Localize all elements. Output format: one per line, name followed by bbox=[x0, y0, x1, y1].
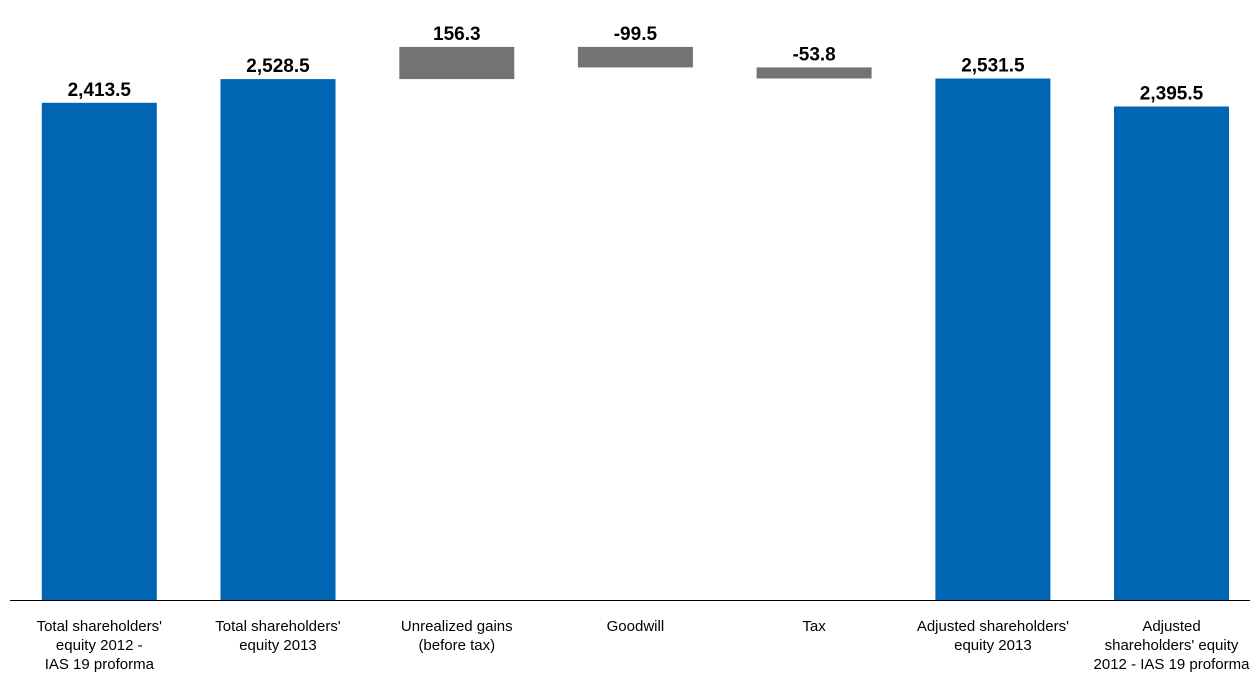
bars-group bbox=[41, 46, 1229, 601]
bar-5 bbox=[756, 67, 872, 79]
value-label-4: -99.5 bbox=[614, 24, 658, 45]
value-label-5: -53.8 bbox=[792, 44, 835, 65]
category-label-1: Total shareholders' equity 2012 -IAS 19 p… bbox=[37, 618, 163, 673]
category-label-7: Adjusted shareholders' equity 2012 - IAS 1… bbox=[1094, 618, 1251, 673]
bar-7 bbox=[1114, 106, 1229, 600]
bar-2 bbox=[220, 79, 336, 601]
bar-4 bbox=[577, 46, 693, 68]
value-labels-group: 2,413.5 2,528.5 156.3 -99.5 -53.8 2,531.5 2,39… bbox=[68, 24, 1204, 105]
category-label-3: Unrealized gains (before tax) bbox=[401, 618, 513, 654]
category-label-4: Goodwill bbox=[607, 618, 665, 635]
bar-6 bbox=[935, 78, 1051, 600]
bar-3 bbox=[399, 46, 515, 80]
value-label-1: 2,413.5 bbox=[68, 80, 132, 101]
category-label-6: Adjusted shareholders' equity 2013 bbox=[917, 618, 1069, 654]
category-labels-group: Total shareholders' equity 2012 -IAS 19 p… bbox=[37, 618, 1251, 673]
value-label-6: 2,531.5 bbox=[961, 56, 1025, 77]
value-label-3: 156.3 bbox=[433, 24, 481, 45]
category-label-5: Tax bbox=[802, 618, 826, 635]
value-label-2: 2,528.5 bbox=[246, 56, 310, 77]
category-label-2: Total shareholders' equity 2013 bbox=[215, 618, 341, 654]
bar-1 bbox=[41, 102, 157, 601]
value-label-7: 2,395.5 bbox=[1140, 84, 1204, 105]
